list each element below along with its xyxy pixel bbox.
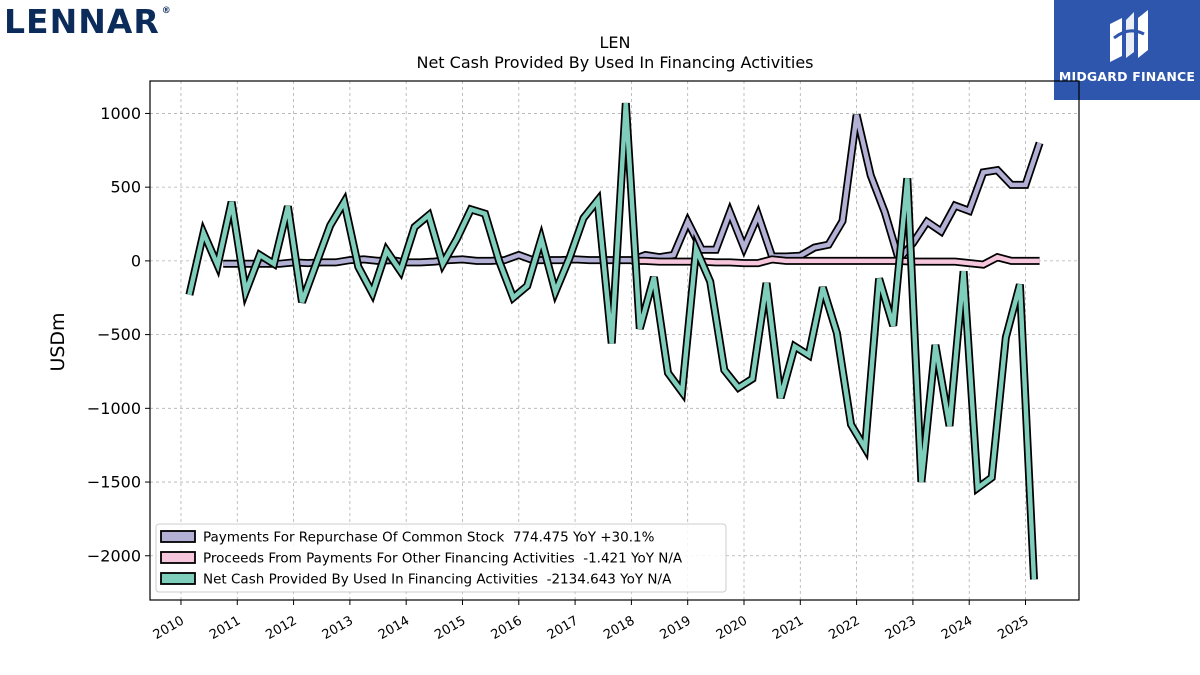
x-tick-label: 2015	[432, 613, 468, 643]
chart-title: LEN	[600, 33, 631, 52]
x-tick-label: 2012	[263, 613, 299, 643]
chart-subtitle: Net Cash Provided By Used In Financing A…	[416, 53, 813, 72]
x-tick-label: 2017	[545, 613, 581, 643]
x-tick-label: 2016	[489, 613, 525, 643]
x-tick-label: 2013	[320, 613, 356, 643]
series-lines	[185, 102, 1044, 580]
x-tick-label: 2023	[883, 613, 919, 643]
y-tick-label: 500	[110, 178, 141, 197]
x-tick-label: 2020	[714, 613, 750, 643]
legend-entry-label: Proceeds From Payments For Other Financi…	[203, 551, 683, 567]
y-tick-label: −1500	[87, 473, 141, 492]
y-tick-label: 0	[131, 251, 141, 270]
legend-box	[155, 523, 727, 593]
x-tick-label: 2018	[601, 613, 637, 643]
midgard-logo-icon	[1110, 10, 1148, 62]
lennar-logo: LENNAR ®	[4, 2, 172, 41]
x-tick-label: 2024	[939, 613, 975, 643]
legend-entry-label: Payments For Repurchase Of Common Stock …	[203, 530, 655, 546]
y-tick-label: −1000	[87, 399, 141, 418]
plot-frame	[149, 80, 1080, 601]
x-tick-label: 2011	[207, 613, 243, 643]
y-tick-label: 1000	[100, 104, 141, 123]
midgard-finance-logo: MIDGARD FINANCE	[1054, 0, 1200, 100]
x-tick-label: 2025	[995, 613, 1031, 643]
legend-swatch	[160, 530, 196, 543]
legend-entry-label: Net Cash Provided By Used In Financing A…	[203, 572, 672, 588]
x-tick-label: 2010	[151, 613, 187, 643]
legend: Payments For Repurchase Of Common Stock …	[155, 523, 727, 593]
x-tick-label: 2021	[770, 613, 806, 643]
x-tick-label: 2014	[376, 613, 412, 643]
y-tick-label: −2000	[87, 546, 141, 565]
x-tick-label: 2019	[658, 613, 694, 643]
x-tick-label: 2022	[826, 613, 862, 643]
y-axis-label: USDm	[47, 312, 69, 371]
legend-swatch	[160, 572, 196, 585]
legend-swatch	[160, 551, 196, 564]
midgard-finance-label: MIDGARD FINANCE	[1058, 69, 1196, 84]
y-tick-label: −500	[97, 325, 141, 344]
series-line-2	[187, 102, 1037, 580]
